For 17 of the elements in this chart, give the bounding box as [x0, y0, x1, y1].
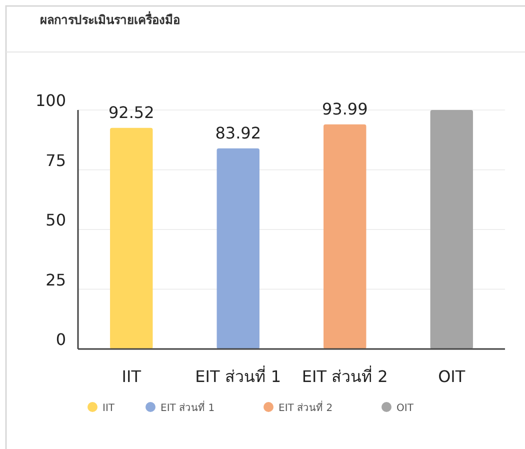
- y-tick-label: 50: [46, 210, 66, 230]
- x-tick-label: OIT: [438, 367, 466, 386]
- y-tick-label: 0: [56, 330, 66, 349]
- x-tick-label: EIT ส่วนที่ 2: [302, 365, 388, 386]
- data-label: 93.99: [322, 99, 368, 118]
- legend-label: EIT ส่วนที่ 2: [278, 400, 333, 414]
- y-tick-label: 75: [46, 150, 66, 170]
- y-tick-label: 25: [46, 270, 66, 290]
- legend-label: IIT: [102, 403, 116, 414]
- chart-title: ผลการประเมินรายเครื่องมือ: [40, 11, 180, 27]
- data-label: 92.52: [108, 102, 154, 122]
- data-label: 83.92: [215, 123, 262, 142]
- x-tick-label: EIT ส่วนที่ 1: [195, 365, 282, 386]
- y-tick-label: 100: [35, 91, 66, 110]
- x-tick-label: IIT: [122, 367, 142, 386]
- legend-label: EIT ส่วนที่ 1: [160, 400, 215, 414]
- legend-label: OIT: [396, 403, 414, 414]
